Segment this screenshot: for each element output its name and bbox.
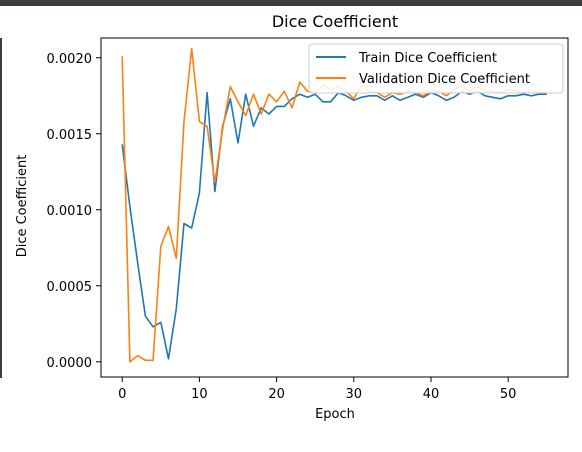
x-tick-label: 40 (423, 387, 440, 402)
window-top-bar (0, 0, 582, 6)
y-tick-label: 0.0005 (47, 280, 93, 295)
y-tick-label: 0.0000 (47, 356, 93, 371)
legend: Train Dice Coefficient Validation Dice C… (308, 43, 564, 94)
left-panel-edge (0, 38, 2, 378)
series-lines (121, 47, 547, 363)
x-tick-label: 50 (500, 387, 517, 402)
y-tick-label: 0.0010 (47, 204, 93, 219)
x-axis-label: Epoch (315, 407, 355, 422)
y-tick-label: 0.0015 (47, 128, 93, 143)
legend-box (308, 43, 564, 94)
x-axis-ticks: 0 10 20 30 40 50 (118, 377, 516, 402)
legend-train-label: Train Dice Coefficient (358, 51, 497, 66)
legend-validation-label: Validation Dice Coefficient (359, 72, 530, 87)
y-tick-label: 0.0020 (47, 52, 93, 67)
chart-title: Dice Coefficient (272, 12, 398, 31)
y-axis-ticks: 0.0000 0.0005 0.0010 0.0015 0.0020 (47, 52, 101, 371)
x-tick-label: 30 (346, 387, 363, 402)
train-series-line (121, 90, 547, 360)
x-tick-label: 0 (118, 387, 126, 402)
y-axis-label: Dice Coefficient (15, 155, 30, 258)
plot-frame (100, 37, 569, 378)
x-tick-label: 10 (191, 387, 208, 402)
x-tick-label: 20 (268, 387, 285, 402)
